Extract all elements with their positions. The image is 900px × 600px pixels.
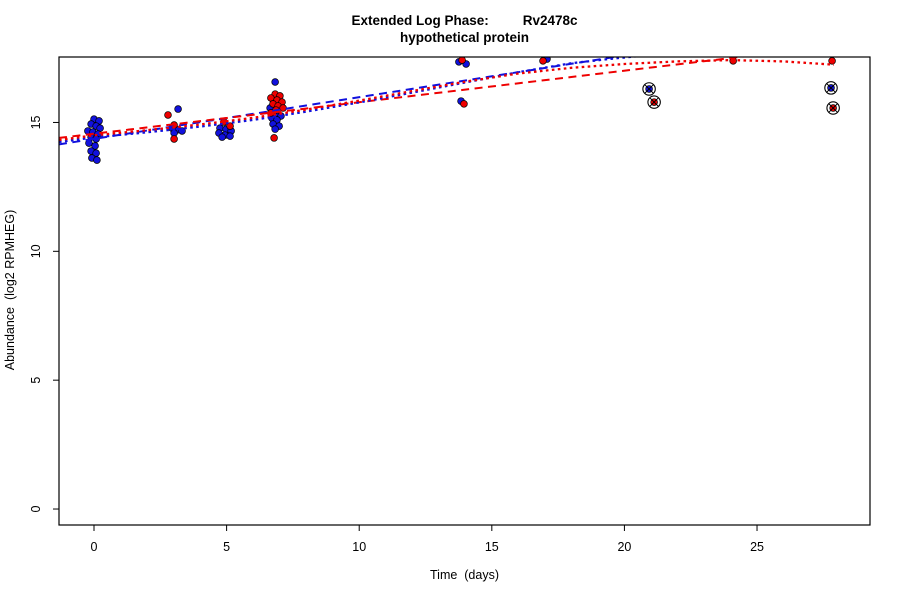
outlier-marker-icon — [647, 95, 661, 109]
outlier-marker-icon — [642, 82, 656, 96]
y-tick-label: 5 — [29, 377, 43, 384]
blue-point — [271, 78, 279, 86]
x-tick-label: 5 — [223, 540, 230, 554]
x-tick-label: 25 — [750, 540, 764, 554]
x-tick-label: 20 — [617, 540, 631, 554]
blue-point — [271, 125, 279, 133]
x-tick-label: 0 — [91, 540, 98, 554]
blue-linear-fit — [59, 57, 621, 146]
x-tick-label: 15 — [485, 540, 499, 554]
chart-title-phase: Extended Log Phase: — [351, 13, 489, 28]
blue-point — [174, 105, 182, 113]
plot-box — [58, 56, 871, 526]
red-point — [828, 57, 836, 65]
y-axis-label: Abundance (log2 RPMHEG) — [3, 209, 17, 371]
blue-point — [93, 156, 101, 164]
y-tick-label: 0 — [29, 505, 43, 512]
y-tick-label: 10 — [29, 244, 43, 258]
x-axis-label: Time (days) — [430, 568, 499, 582]
red-linear-fit — [59, 57, 749, 139]
red-point — [170, 135, 178, 143]
blue-point — [218, 133, 226, 141]
red-point — [460, 100, 468, 108]
outlier-marker-icon — [824, 81, 838, 95]
y-tick-label: 15 — [29, 115, 43, 129]
red-smooth-fit — [59, 58, 834, 142]
red-point — [164, 111, 172, 119]
red-point — [270, 134, 278, 142]
chart-title: Extended Log Phase: Rv2478c — [29, 13, 900, 28]
red-point — [458, 57, 466, 64]
outlier-marker-icon — [826, 101, 840, 115]
chart-title-gene: Rv2478c — [522, 13, 578, 28]
red-point — [279, 104, 287, 112]
red-point — [539, 57, 547, 65]
blue-point — [91, 142, 99, 150]
blue-point — [226, 132, 234, 140]
x-tick-label: 10 — [352, 540, 366, 554]
chart-subtitle: hypothetical protein — [399, 30, 529, 45]
red-point — [226, 122, 234, 130]
